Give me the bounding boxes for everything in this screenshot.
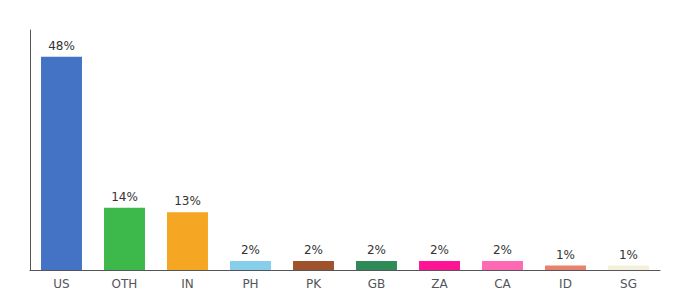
svg-text:2%: 2%: [241, 243, 260, 257]
svg-text:ID: ID: [559, 277, 572, 291]
svg-text:OTH: OTH: [112, 277, 138, 291]
svg-text:2%: 2%: [304, 243, 323, 257]
svg-text:2%: 2%: [367, 243, 386, 257]
svg-text:48%: 48%: [48, 39, 75, 53]
svg-text:PK: PK: [306, 277, 322, 291]
svg-text:14%: 14%: [111, 190, 138, 204]
svg-text:1%: 1%: [619, 248, 638, 262]
svg-text:PH: PH: [242, 277, 258, 291]
svg-text:SG: SG: [620, 277, 637, 291]
svg-text:2%: 2%: [493, 243, 512, 257]
svg-text:2%: 2%: [430, 243, 449, 257]
svg-text:ZA: ZA: [431, 277, 448, 291]
svg-text:1%: 1%: [556, 248, 575, 262]
svg-text:GB: GB: [368, 277, 386, 291]
svg-text:13%: 13%: [174, 194, 201, 208]
svg-text:IN: IN: [181, 277, 194, 291]
svg-text:US: US: [53, 277, 69, 291]
svg-text:CA: CA: [494, 277, 511, 291]
